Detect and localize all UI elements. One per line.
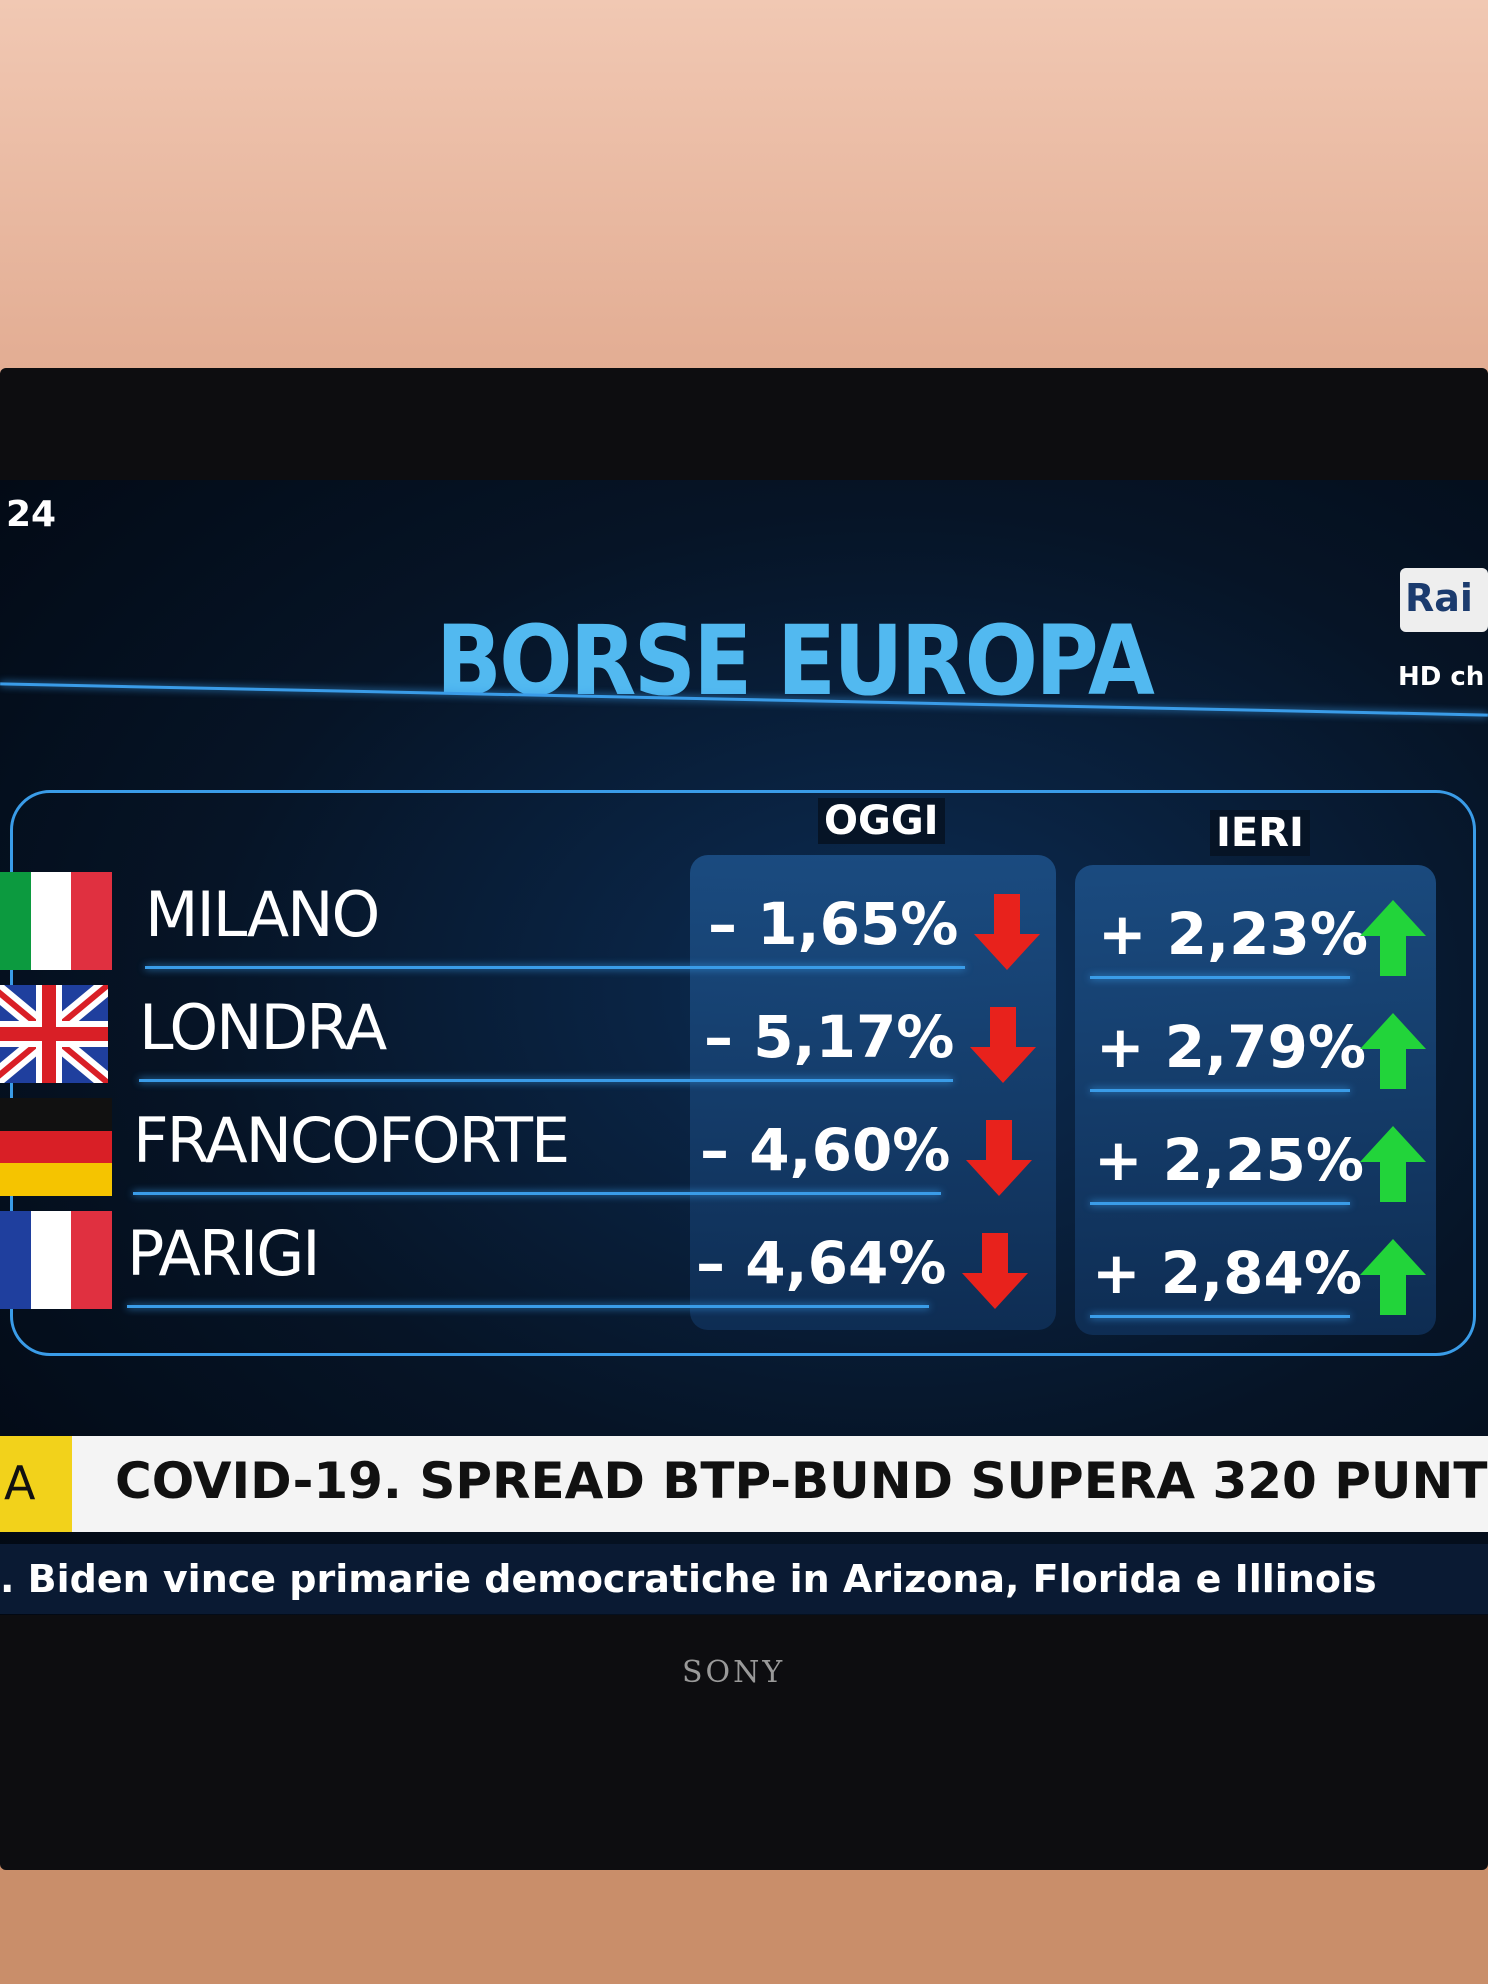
ieri-rule [1090,1202,1350,1205]
ticker-bar [0,1436,1488,1532]
row-name: MILANO [145,878,380,951]
header: IERI [1210,810,1310,856]
row-rule [139,1079,953,1082]
ieri-value: + 2,25% [1094,1126,1365,1194]
rai-logo: Rai [1405,576,1473,620]
flag-stripe [30,872,72,970]
uk-flag [0,978,114,1090]
up-arrow [1358,1124,1428,1204]
arrow-icon [966,1120,1032,1196]
hd-label: HD ch [1398,662,1485,692]
flag [0,1098,112,1197]
up-arrow [1358,898,1428,978]
ieri-value: + 2,84% [1092,1239,1363,1307]
arrow-icon [1360,1239,1426,1315]
floor [0,1860,1488,1984]
arrow-icon [1360,1013,1426,1089]
flag [0,978,114,1090]
flag [0,1211,113,1309]
row-rule [145,966,965,969]
row-name: FRANCOFORTE [133,1104,570,1177]
flag [0,872,113,970]
ticker-crawl: . Biden vince primarie democratiche in A… [0,1544,1488,1614]
flag-stripe [0,1098,112,1131]
ieri-rule [1090,1315,1350,1318]
flag-stripe [0,1163,112,1197]
ieri-column [1075,865,1436,1335]
down-arrow [972,892,1042,972]
tv-brand: SONY [682,1655,786,1690]
row-rule [133,1192,941,1195]
ticker-headline: COVID-19. SPREAD BTP-BUND SUPERA 320 PUN… [115,1452,1488,1510]
row-name: LONDRA [139,991,387,1064]
down-arrow [968,1005,1038,1085]
flag-stripe [0,1130,112,1164]
flag-stripe [0,872,31,970]
flag-stripe [71,1211,113,1309]
rai-logo-box [1400,568,1488,632]
ticker-label-box [0,1436,72,1532]
channel-logo: 24 [6,494,57,535]
header: OGGI [818,798,945,844]
wall [0,0,1488,380]
arrow-icon [1360,1126,1426,1202]
up-arrow [1358,1011,1428,1091]
ticker-label: A [4,1456,36,1510]
down-arrow [964,1118,1034,1198]
oggi-value: – 4,64% [696,1229,947,1297]
ieri-value: + 2,79% [1096,1013,1367,1081]
oggi-value: – 4,60% [700,1116,951,1184]
oggi-value: – 5,17% [704,1003,955,1071]
row-name: PARIGI [127,1217,321,1290]
down-arrow [960,1231,1030,1311]
arrow-icon [970,1007,1036,1083]
arrow-icon [962,1233,1028,1309]
flag-stripe [0,1211,31,1309]
up-arrow [1358,1237,1428,1317]
oggi-value: – 1,65% [708,890,959,958]
arrow-icon [974,894,1040,970]
arrow-icon [1360,900,1426,976]
flag-stripe [30,1211,72,1309]
tv-screen: 24 Rai HD ch BORSE EUROPA OGGI IERI A CO… [0,480,1488,1615]
ieri-rule [1090,976,1350,979]
ieri-value: + 2,23% [1098,900,1369,968]
ieri-rule [1090,1089,1350,1092]
row-rule [127,1305,929,1308]
flag-stripe [71,872,113,970]
